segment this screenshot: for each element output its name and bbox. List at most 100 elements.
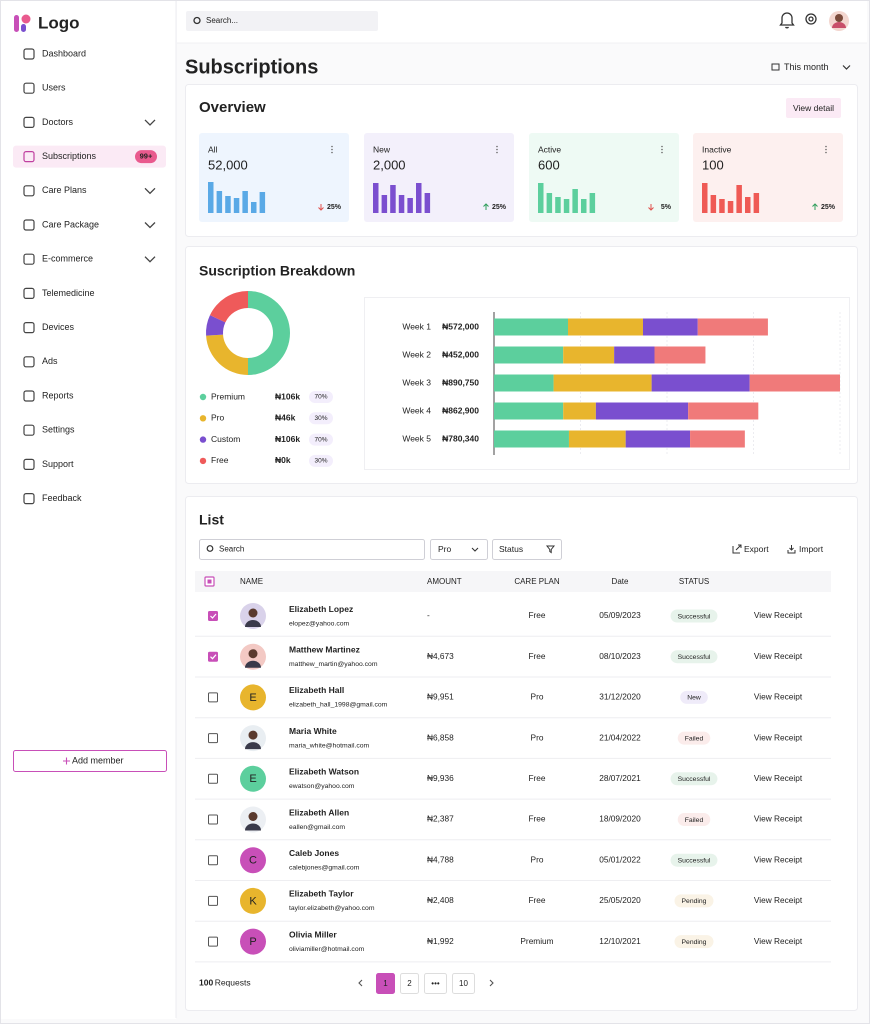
stat-change: 5% (661, 204, 672, 211)
donut-slice (205, 315, 226, 336)
legend-share-bg (309, 391, 333, 403)
row-amount: ₦9,951 (427, 692, 454, 702)
page-label[interactable]: ••• (431, 979, 440, 988)
row-checkbox[interactable] (208, 773, 218, 784)
plan-filter-value[interactable]: Pro (438, 544, 452, 554)
view-detail-button[interactable] (786, 98, 841, 118)
view-receipt-link[interactable]: View Receipt (754, 732, 803, 742)
bell-icon[interactable] (779, 12, 795, 29)
export-button[interactable]: Export (744, 544, 769, 554)
nav-item[interactable]: Settings (42, 425, 75, 435)
bar-segment (688, 402, 759, 420)
mini-bar (251, 202, 257, 213)
nav-item[interactable]: Care Plans (42, 185, 87, 195)
view-receipt-link[interactable]: View Receipt (754, 895, 803, 905)
nav-item[interactable]: Feedback (42, 493, 82, 503)
row-checkbox[interactable] (208, 814, 218, 825)
status-pill (670, 772, 718, 786)
period-select[interactable]: This month (784, 62, 829, 72)
page-button[interactable] (376, 973, 395, 994)
nav-item[interactable]: E-commerce (42, 254, 93, 264)
row-status: Pending (682, 939, 707, 946)
row-checkbox[interactable] (208, 611, 218, 621)
avatar-initial: K (249, 895, 257, 907)
nav-item[interactable]: Telemedicine (42, 288, 95, 298)
view-detail-label[interactable]: View detail (793, 103, 834, 113)
row-date: 05/09/2023 (599, 610, 641, 620)
prev-page[interactable] (358, 979, 363, 987)
add-member-label[interactable]: Add member (72, 755, 124, 765)
import-button[interactable]: Import (799, 544, 824, 554)
nav-item[interactable]: Support (42, 459, 74, 469)
view-receipt-link[interactable]: View Receipt (754, 936, 803, 946)
user-avatar[interactable] (829, 11, 849, 31)
view-receipt-link[interactable]: View Receipt (754, 692, 803, 702)
total-count: 100 (199, 977, 213, 987)
bar-segment (494, 430, 569, 448)
row-checkbox[interactable] (208, 733, 218, 744)
row-date: 05/01/2022 (599, 854, 641, 864)
nav-item[interactable]: Doctors (42, 117, 74, 127)
view-receipt-link[interactable]: View Receipt (754, 610, 803, 620)
nav-icon (23, 287, 35, 299)
view-receipt-link[interactable]: View Receipt (754, 651, 803, 661)
nav-item[interactable]: Reports (42, 390, 74, 400)
page-button[interactable] (424, 973, 447, 994)
plan-filter[interactable] (430, 539, 488, 560)
status-filter[interactable] (492, 539, 562, 560)
nav-icon (23, 116, 35, 129)
add-member-button[interactable] (13, 750, 167, 772)
row-checkbox[interactable] (208, 651, 218, 662)
row-checkbox[interactable] (208, 692, 218, 703)
nav-badge-bg (135, 150, 157, 164)
row-email: ewatson@yahoo.com (289, 783, 355, 790)
nav-item[interactable]: Care Package (42, 219, 99, 229)
search-box[interactable] (186, 11, 378, 31)
nav-item[interactable]: Users (42, 83, 66, 93)
stat-value: 600 (538, 157, 560, 172)
row-amount: ₦6,858 (427, 732, 454, 742)
settings-icon[interactable] (805, 13, 817, 25)
next-page[interactable] (489, 979, 494, 987)
row-name: Olivia Miller (289, 929, 337, 939)
overview-title: Overview (199, 99, 266, 116)
row-name: Elizabeth Allen (289, 807, 349, 817)
row-status: Pending (682, 898, 707, 905)
status-pill (670, 853, 718, 867)
list-search[interactable] (199, 539, 425, 560)
column-header: NAME (240, 577, 263, 586)
row-amount: ₦2,387 (427, 814, 454, 824)
row-checkbox[interactable] (208, 895, 218, 906)
view-receipt-link[interactable]: View Receipt (754, 773, 803, 783)
nav-item[interactable]: Subscriptions (42, 151, 97, 161)
nav-chevron (144, 222, 156, 229)
row-email: elizabeth_hall_1998@gmail.com (289, 702, 388, 709)
mini-bar (242, 191, 248, 213)
nav-item[interactable]: Ads (42, 356, 58, 366)
nav-item[interactable]: Devices (42, 322, 75, 332)
page-label[interactable]: 2 (407, 979, 412, 988)
legend-name: Pro (211, 413, 225, 423)
page-label[interactable]: 10 (459, 979, 468, 988)
avatar-initial: P (249, 936, 256, 948)
page-label[interactable]: 1 (383, 979, 388, 988)
mini-bar (727, 201, 734, 213)
check-mark (210, 613, 217, 619)
view-receipt-link[interactable]: View Receipt (754, 814, 803, 824)
row-amount: ₦9,936 (427, 773, 454, 783)
column-header: CARE PLAN (514, 577, 560, 586)
row-checkbox[interactable] (208, 855, 218, 866)
row-amount: ₦4,673 (427, 651, 454, 661)
view-receipt-link[interactable]: View Receipt (754, 854, 803, 864)
page-button[interactable] (400, 973, 419, 994)
row-checkbox[interactable] (208, 936, 218, 947)
row-email: maria_white@hotmail.com (289, 742, 370, 749)
page-button[interactable] (452, 973, 475, 994)
legend-share: 70% (314, 394, 327, 401)
mini-bar (259, 192, 266, 213)
nav-item[interactable]: Dashboard (42, 48, 86, 58)
status-filter-label[interactable]: Status (499, 544, 523, 554)
legend-share: 70% (314, 436, 327, 443)
row-plan: Free (528, 651, 545, 661)
